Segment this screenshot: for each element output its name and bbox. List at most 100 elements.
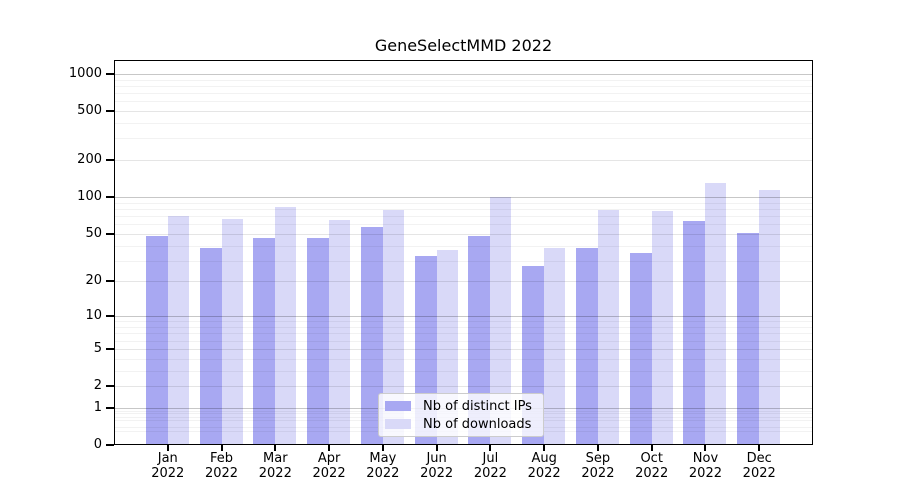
bar-downloads-aug-2022 — [544, 248, 566, 445]
x-axis-tick — [758, 445, 761, 451]
legend: Nb of distinct IPs Nb of downloads — [378, 393, 544, 437]
y-axis-tick — [106, 444, 114, 446]
legend-label-downloads: Nb of downloads — [423, 416, 532, 432]
gridline — [114, 79, 813, 81]
x-axis-tick-label: Feb 2022 — [204, 451, 239, 481]
gridline — [114, 202, 813, 204]
x-axis-tick-label: Mar 2022 — [258, 451, 292, 481]
y-axis-tick-label: 20 — [85, 273, 102, 289]
x-axis-tick-label: May 2022 — [366, 451, 400, 481]
gridline — [114, 327, 813, 328]
y-axis-tick-label: 500 — [77, 103, 102, 119]
x-axis-tick — [489, 445, 492, 451]
gridline — [114, 260, 813, 262]
y-axis-tick-label: 1000 — [68, 65, 102, 81]
gridline — [114, 348, 813, 350]
gridline — [114, 333, 813, 335]
gridline — [114, 216, 813, 217]
plot-area — [114, 60, 813, 445]
y-axis-tick-label: 0 — [93, 437, 102, 452]
gridline — [114, 358, 813, 360]
x-axis-tick — [220, 445, 223, 451]
x-axis-tick — [274, 445, 277, 451]
y-axis-tick-label: 10 — [85, 308, 102, 324]
gridline — [114, 73, 813, 75]
x-axis-tick-label: Aug 2022 — [527, 451, 561, 481]
gridline — [114, 160, 813, 162]
gridline — [114, 340, 813, 342]
bar-distinct-ips-oct-2022 — [629, 252, 652, 445]
bar-distinct-ips-nov-2022 — [683, 220, 706, 445]
y-axis-tick — [106, 159, 114, 162]
legend-swatch-downloads — [385, 419, 411, 429]
y-axis-tick — [106, 315, 114, 318]
bar-distinct-ips-may-2022 — [360, 226, 383, 445]
x-axis-tick — [381, 445, 384, 451]
gridline — [114, 197, 813, 199]
x-axis-tick-label: Jun 2022 — [420, 451, 454, 481]
gridline — [114, 386, 813, 387]
chart-title: GeneSelectMMD 2022 — [374, 36, 553, 55]
bar-distinct-ips-apr-2022 — [307, 238, 330, 445]
gridline — [114, 321, 813, 323]
y-axis-tick-label: 100 — [77, 189, 102, 205]
gridline — [114, 370, 813, 372]
x-axis-tick-label: Apr 2022 — [312, 451, 346, 481]
y-axis-tick-label: 200 — [77, 152, 102, 168]
legend-swatch-distinct-ips — [385, 401, 411, 411]
bar-distinct-ips-jul-2022 — [468, 235, 491, 445]
gridline — [114, 316, 813, 318]
gridline — [114, 111, 813, 112]
y-axis-tick — [106, 232, 114, 235]
x-axis-tick — [650, 445, 653, 451]
bar-distinct-ips-dec-2022 — [737, 232, 760, 445]
gridline — [114, 208, 813, 210]
x-axis-tick-label: Jan 2022 — [151, 451, 185, 481]
y-axis-tick — [106, 347, 114, 350]
gridline — [114, 101, 813, 103]
x-axis-tick — [543, 445, 546, 451]
y-axis-tick-label: 5 — [93, 340, 102, 356]
bar-downloads-mar-2022 — [275, 206, 297, 445]
x-axis-tick — [166, 445, 169, 451]
x-axis-tick-label: Jul 2022 — [473, 451, 507, 481]
legend-label-distinct-ips: Nb of distinct IPs — [423, 398, 532, 414]
y-axis-tick — [106, 406, 114, 409]
gridline — [114, 123, 813, 124]
bar-downloads-may-2022 — [382, 210, 404, 445]
gridline — [114, 224, 813, 226]
bar-downloads-apr-2022 — [329, 219, 351, 445]
y-axis-tick — [106, 384, 114, 387]
bar-downloads-nov-2022 — [705, 183, 727, 445]
y-axis-tick — [106, 110, 114, 113]
x-axis-tick-label: Sep 2022 — [581, 451, 615, 481]
x-axis-tick — [704, 445, 707, 451]
x-axis-tick — [328, 445, 331, 451]
bar-distinct-ips-jan-2022 — [145, 235, 168, 445]
bar-downloads-jul-2022 — [490, 197, 512, 445]
legend-entry-distinct-ips: Nb of distinct IPs — [385, 398, 537, 414]
bar-distinct-ips-feb-2022 — [199, 248, 222, 445]
bar-downloads-dec-2022 — [759, 189, 781, 445]
x-axis-tick-label: Nov 2022 — [688, 451, 722, 481]
bar-distinct-ips-sep-2022 — [575, 248, 598, 445]
bar-downloads-jan-2022 — [167, 216, 189, 445]
bar-downloads-feb-2022 — [221, 219, 243, 445]
gridline — [114, 85, 813, 87]
gridline — [114, 93, 813, 94]
y-axis-tick — [106, 196, 114, 199]
gridline — [114, 281, 813, 283]
x-axis-tick-label: Dec 2022 — [742, 451, 776, 481]
bar-downloads-oct-2022 — [651, 210, 673, 445]
gridline — [114, 245, 813, 247]
y-axis-tick-label: 1 — [93, 399, 102, 415]
x-axis-tick — [596, 445, 599, 451]
x-axis-tick — [435, 445, 438, 451]
gridline — [114, 138, 813, 140]
y-axis-tick-label: 2 — [93, 377, 102, 393]
bar-downloads-sep-2022 — [597, 210, 619, 445]
y-axis-tick — [106, 72, 114, 75]
y-axis-tick — [106, 280, 114, 283]
x-axis-tick-label: Oct 2022 — [635, 451, 669, 481]
